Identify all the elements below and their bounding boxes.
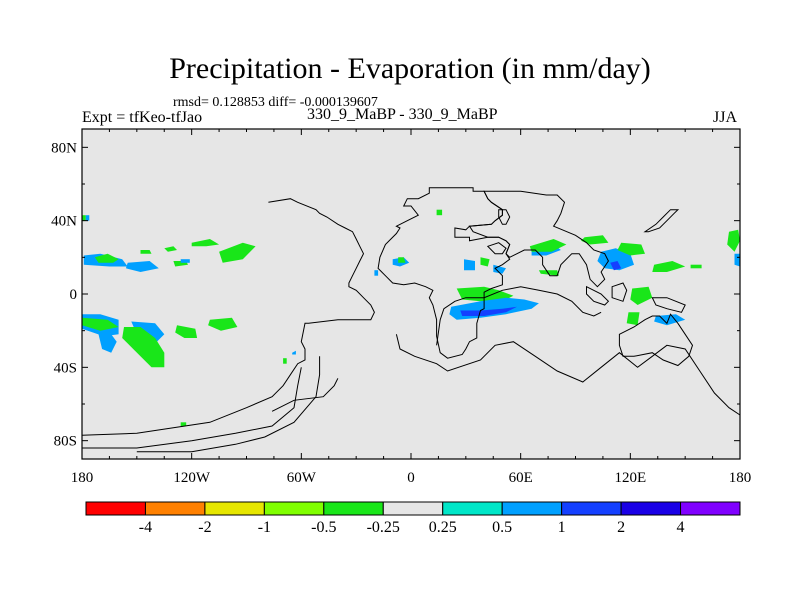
colorbar-label-3: -0.5 bbox=[311, 519, 336, 536]
region-39 bbox=[690, 264, 702, 269]
y-tick-label-3: 40S bbox=[54, 360, 77, 376]
region-10 bbox=[82, 317, 119, 331]
coastlines bbox=[81, 187, 741, 453]
region-20 bbox=[292, 350, 296, 355]
colorbar-box-2 bbox=[204, 501, 265, 516]
colorbar-box-8 bbox=[561, 501, 622, 516]
colorbar-label-1: -2 bbox=[198, 519, 211, 536]
plot-area bbox=[82, 129, 740, 459]
region-41 bbox=[626, 312, 640, 326]
coastline-arabia-sea-outline bbox=[486, 242, 507, 255]
x-tick-label-3: 0 bbox=[407, 470, 415, 486]
coastline-australia bbox=[618, 313, 694, 367]
plot-background bbox=[82, 129, 740, 459]
region-21 bbox=[374, 270, 379, 276]
region-40 bbox=[630, 286, 653, 305]
x-tick-label-2: 60W bbox=[287, 470, 317, 486]
region-3 bbox=[140, 250, 152, 254]
region-5 bbox=[191, 239, 220, 247]
colorbar-box-3 bbox=[263, 501, 325, 516]
y-tick-label-4: 80S bbox=[54, 434, 77, 450]
colorbar-box-10 bbox=[680, 501, 741, 516]
colorbar-box-1 bbox=[144, 501, 206, 516]
coastline-indonesia-borneo bbox=[611, 282, 628, 302]
coastline-caspian bbox=[498, 209, 511, 225]
stats-label: rmsd= 0.128853 diff= -0.000139607 bbox=[173, 95, 378, 110]
region-11 bbox=[98, 334, 117, 353]
region-34 bbox=[597, 248, 634, 271]
colorbar-box-9 bbox=[620, 501, 682, 516]
colorbar-label-0: -4 bbox=[139, 519, 152, 536]
axis-tick-labels: 180 120W 60W 0 60E 120E 180 80N 40N 0 40S 80S bbox=[51, 140, 751, 486]
region-17 bbox=[82, 215, 86, 221]
region-36 bbox=[581, 235, 609, 245]
region-33 bbox=[538, 270, 559, 276]
region-37 bbox=[617, 242, 645, 256]
region-27 bbox=[493, 264, 506, 274]
colorbar-label-9: 4 bbox=[677, 519, 685, 536]
region-35 bbox=[610, 261, 622, 271]
colorbar-box-4 bbox=[323, 501, 384, 516]
region-32 bbox=[529, 239, 567, 252]
region-42 bbox=[654, 314, 686, 326]
region-25 bbox=[464, 259, 475, 271]
coastline-southern-ocean-line bbox=[395, 334, 741, 416]
x-tick-label-6: 180 bbox=[729, 470, 752, 486]
region-26 bbox=[480, 257, 490, 267]
region-43 bbox=[727, 229, 740, 252]
chart-title: Precipitation - Evaporation (in mm/day) bbox=[169, 52, 651, 85]
region-16 bbox=[85, 215, 90, 221]
coastline-indonesia-sumatra bbox=[586, 285, 610, 306]
coastline-antarctic-inner-3 bbox=[271, 378, 339, 412]
season-label: JJA bbox=[713, 109, 738, 126]
region-6 bbox=[219, 242, 256, 263]
region-44 bbox=[734, 253, 740, 267]
colorbar-box-5 bbox=[382, 501, 444, 516]
region-24 bbox=[436, 209, 443, 216]
coastline-americas bbox=[81, 198, 375, 436]
region-2 bbox=[125, 261, 159, 272]
colorbar-label-4: -0.25 bbox=[367, 519, 400, 536]
coastline-asia bbox=[468, 190, 609, 288]
axis-ticks bbox=[81, 129, 741, 459]
coastline-east-africa-coast bbox=[436, 286, 602, 346]
colorbar-label-5: 0.25 bbox=[429, 519, 457, 536]
experiment-label: Expt = tfKeo-tfJao bbox=[82, 109, 203, 126]
colorbar: -4 -2 -1 -0.5 -0.25 0.25 0.5 1 2 4 bbox=[85, 501, 741, 536]
colorbar-box-7 bbox=[501, 501, 563, 516]
x-tick-label-4: 60E bbox=[509, 470, 533, 486]
region-38 bbox=[652, 261, 686, 272]
coastline-japan bbox=[643, 209, 680, 233]
x-tick-label-5: 120E bbox=[614, 470, 646, 486]
y-tick-label-0: 80N bbox=[51, 140, 77, 156]
coastline-antarctic-inner-1 bbox=[82, 367, 302, 449]
region-1 bbox=[94, 253, 119, 263]
colorbar-box-6 bbox=[442, 501, 503, 516]
case-label: 330_9_MaBP - 330_9_MaBP bbox=[307, 106, 498, 123]
region-23 bbox=[398, 257, 406, 263]
region-18 bbox=[180, 422, 187, 426]
colorbar-label-8: 2 bbox=[617, 519, 625, 536]
colorbar-label-2: -1 bbox=[258, 519, 271, 536]
region-4 bbox=[164, 246, 177, 252]
x-tick-label-1: 120W bbox=[173, 470, 211, 486]
coastline-antarctic-inner-2 bbox=[136, 356, 321, 453]
region-8 bbox=[180, 259, 190, 263]
x-tick-label-0: 180 bbox=[71, 470, 94, 486]
colorbar-label-6: 0.5 bbox=[492, 519, 512, 536]
region-15 bbox=[208, 317, 238, 331]
region-14 bbox=[175, 325, 198, 338]
region-13 bbox=[122, 327, 165, 368]
shaded-regions bbox=[82, 209, 740, 426]
colorbar-box-0 bbox=[85, 501, 146, 516]
y-tick-label-1: 40N bbox=[51, 214, 77, 230]
colorbar-label-7: 1 bbox=[558, 519, 566, 536]
region-19 bbox=[283, 358, 287, 364]
y-tick-label-2: 0 bbox=[70, 287, 78, 303]
region-30 bbox=[460, 306, 517, 316]
coastline-new-guinea bbox=[651, 297, 686, 313]
